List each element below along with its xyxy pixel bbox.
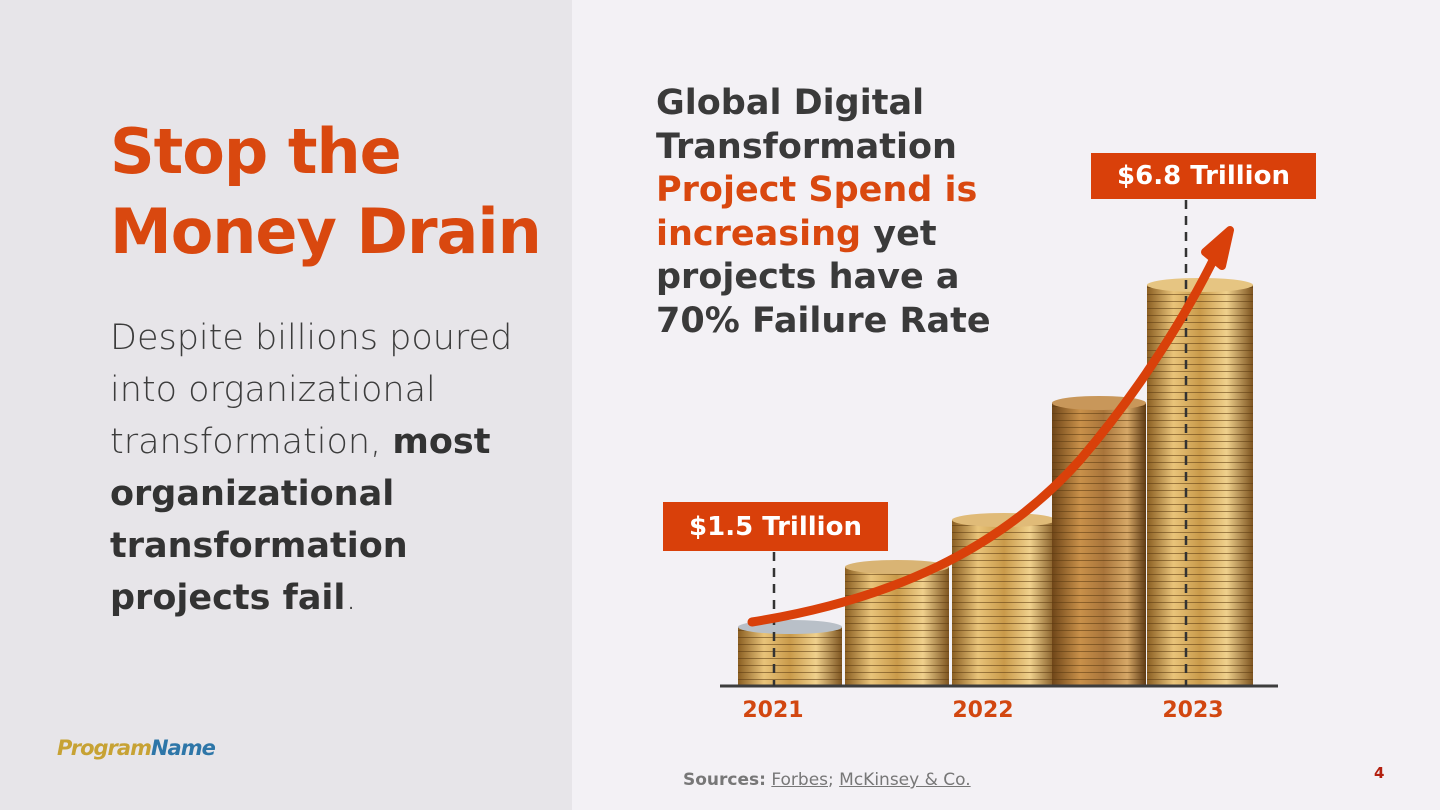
coin-stack-2021-a [738,620,842,685]
sources-separator: ; [828,770,834,790]
chart-headline: Global Digital Transformation Project Sp… [656,82,996,343]
callout-2021-value: $1.5 Trillion [663,502,888,551]
sources-line: Sources: Forbes; McKinsey & Co. [683,770,971,790]
body-end-punct: . [345,578,357,618]
headline-line-b: yet projects have a 70% Failure Rate [656,213,991,341]
coin-stack-2022-a [952,513,1056,685]
program-name-logo: ProgramName [57,736,216,760]
x-tick-label: 2022 [952,698,1014,723]
coin-stack-chart [720,200,1278,688]
source-link-mckinsey[interactable]: McKinsey & Co. [839,770,971,790]
logo-part-name: Name [150,736,216,760]
coin-stack-2021-b [845,560,949,685]
headline-accent: Project Spend is increasing [656,170,978,254]
trend-arrowhead-icon [1201,226,1234,270]
coin-stack-2022-b [1052,396,1146,685]
logo-part-program: Program [57,736,152,760]
callout-2023-value: $6.8 Trillion [1091,153,1316,199]
left-panel [0,0,572,810]
body-normal-text: Despite billions poured into organizatio… [110,318,513,462]
growth-trend-arrow [747,237,1227,627]
body-strong-text: most organizational transformation proje… [110,422,491,618]
headline-line-a: Global Digital Transformation [656,83,957,167]
sources-label: Sources: [683,770,766,790]
slide-title: Stop the Money Drain [110,115,542,268]
source-link-forbes[interactable]: Forbes [771,770,829,790]
x-tick-label: 2021 [742,698,804,723]
coin-stack-2023 [1147,278,1253,685]
page-number: 4 [1374,764,1385,782]
x-tick-label: 2023 [1162,698,1224,723]
body-text: Despite billions poured into organizatio… [110,312,550,624]
